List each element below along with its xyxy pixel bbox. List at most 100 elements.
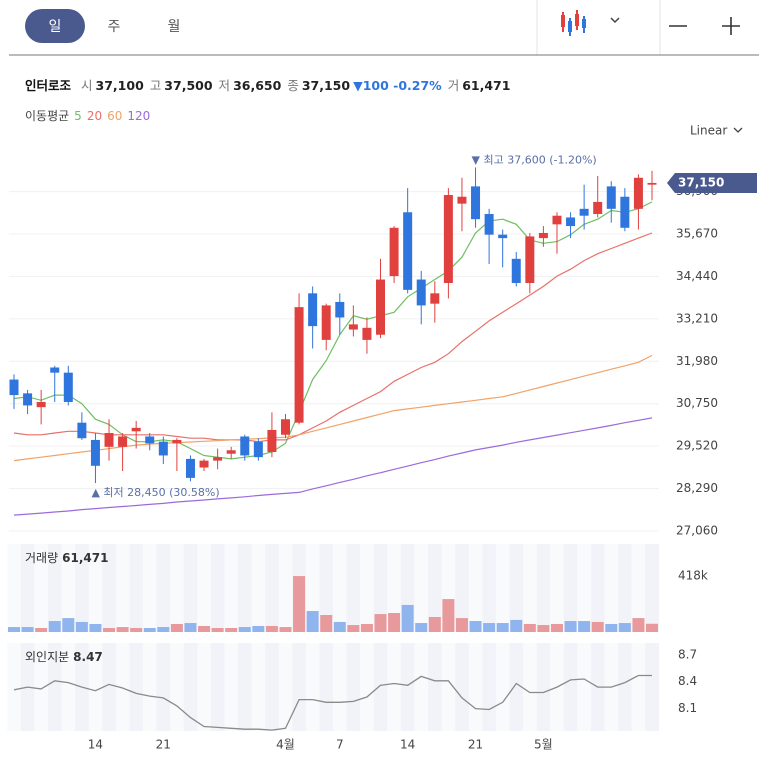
zoom-in[interactable] (722, 17, 740, 35)
volume-bar (238, 627, 251, 632)
candle-body (606, 186, 616, 209)
stock-name: 인터로조 (25, 78, 72, 93)
tab[interactable]: 주 (108, 19, 121, 35)
candle-body (579, 208, 589, 216)
scale-chevron[interactable] (733, 127, 743, 133)
volume-bar (8, 627, 20, 632)
candle-body (280, 419, 290, 435)
panel-stripe (414, 544, 429, 632)
y-tick-label: 8.7 (678, 647, 697, 661)
candle-body (36, 401, 46, 408)
candle-body (63, 372, 73, 402)
volume-bar (415, 623, 428, 632)
chart-type-icon[interactable] (561, 10, 586, 36)
volume-bar (116, 627, 129, 632)
panel-stripe (278, 544, 293, 632)
y-tick-label: 27,060 (676, 524, 718, 538)
quote-value: 37,150 (302, 78, 351, 93)
panel-stripe (142, 544, 157, 632)
panel-stripe (88, 643, 103, 731)
volume-bar (374, 614, 387, 632)
volume-bar (618, 623, 631, 632)
scale-selector[interactable]: Linear (690, 124, 727, 138)
panel-stripe (197, 544, 211, 632)
volume-bar (89, 623, 102, 632)
panel-stripe (441, 643, 456, 731)
panel-stripe (523, 544, 537, 632)
tab[interactable]: 월 (168, 19, 181, 35)
y-tick-label: 34,440 (676, 269, 718, 283)
candle-body (484, 213, 494, 235)
candle-body (430, 293, 440, 304)
quote-value: 36,650 (233, 78, 282, 93)
panel-stripe (224, 643, 238, 731)
x-tick-label: 14 (88, 738, 103, 752)
quote-line: 인터로조 시 37,100 고 37,500 저 36,650 종 37,150 ▼100 -0.… (25, 78, 510, 93)
quote-value: 37,500 (164, 78, 213, 93)
moving-average-line (13, 232, 653, 443)
quote-label: 시 (81, 78, 93, 93)
candle-body (321, 305, 331, 340)
dropdown-chevron[interactable] (610, 17, 620, 24)
ma-legend-entry: 120 (127, 109, 150, 123)
candle-body (9, 379, 19, 396)
candle-body (308, 293, 318, 327)
volume-bar (401, 604, 414, 632)
candle-body (226, 450, 236, 454)
candle-body (199, 460, 209, 468)
candle-body (77, 422, 87, 439)
volume-bar (428, 617, 441, 632)
volume-bar (469, 621, 482, 632)
panel-stripe (468, 544, 483, 632)
panel-stripe (468, 643, 483, 731)
volume-bar (21, 627, 34, 632)
panel-stripe (7, 544, 21, 632)
y-tick-label: 29,520 (676, 439, 718, 453)
y-tick-label: 8.1 (678, 701, 697, 715)
tab-active[interactable] (25, 9, 85, 43)
volume-bar (265, 625, 278, 632)
panel-stripe (523, 643, 537, 731)
volume-bar (306, 610, 319, 632)
panel-stripe (224, 544, 238, 632)
volume-bar (646, 623, 658, 632)
foreign-ownership-line (13, 674, 652, 731)
volume-bar (184, 623, 197, 632)
panel-stripe (197, 643, 211, 731)
quote-label: 고 (150, 78, 162, 93)
moving-average-line (13, 354, 653, 462)
candle-body (23, 393, 33, 406)
y-tick-label: 418k (678, 569, 708, 583)
candle-body (362, 327, 372, 340)
panel-stripe (360, 643, 374, 731)
x-tick-label: 7 (336, 738, 344, 752)
moving-average-line (13, 417, 653, 516)
candle-body (633, 177, 643, 209)
volume-bar (564, 621, 577, 632)
candle-body (185, 458, 195, 478)
volume-bar (537, 625, 550, 632)
panel-stripe (577, 643, 591, 731)
volume-bar (483, 623, 496, 632)
candle-body (158, 441, 168, 456)
panel-stripe (604, 544, 619, 632)
volume-bar (157, 627, 170, 632)
tab[interactable]: 일 (49, 19, 62, 35)
candle-body (348, 324, 358, 330)
candle-body (511, 258, 521, 283)
volume-bar (578, 621, 591, 632)
panel-stripe (333, 544, 347, 632)
volume-bar (48, 621, 61, 632)
high-annotation: ▼ 최고 37,600 (-1.20%) (472, 153, 597, 166)
volume-bar (198, 625, 211, 632)
y-tick-label: 31,980 (676, 354, 718, 368)
candle-body (335, 301, 345, 318)
panel-stripe (333, 643, 347, 731)
panel-stripe (88, 544, 103, 632)
x-tick-label: 14 (400, 738, 415, 752)
x-tick-label: 21 (156, 738, 171, 752)
volume-bar (605, 623, 618, 632)
ma-legend-title: 이동평균 (25, 109, 69, 123)
